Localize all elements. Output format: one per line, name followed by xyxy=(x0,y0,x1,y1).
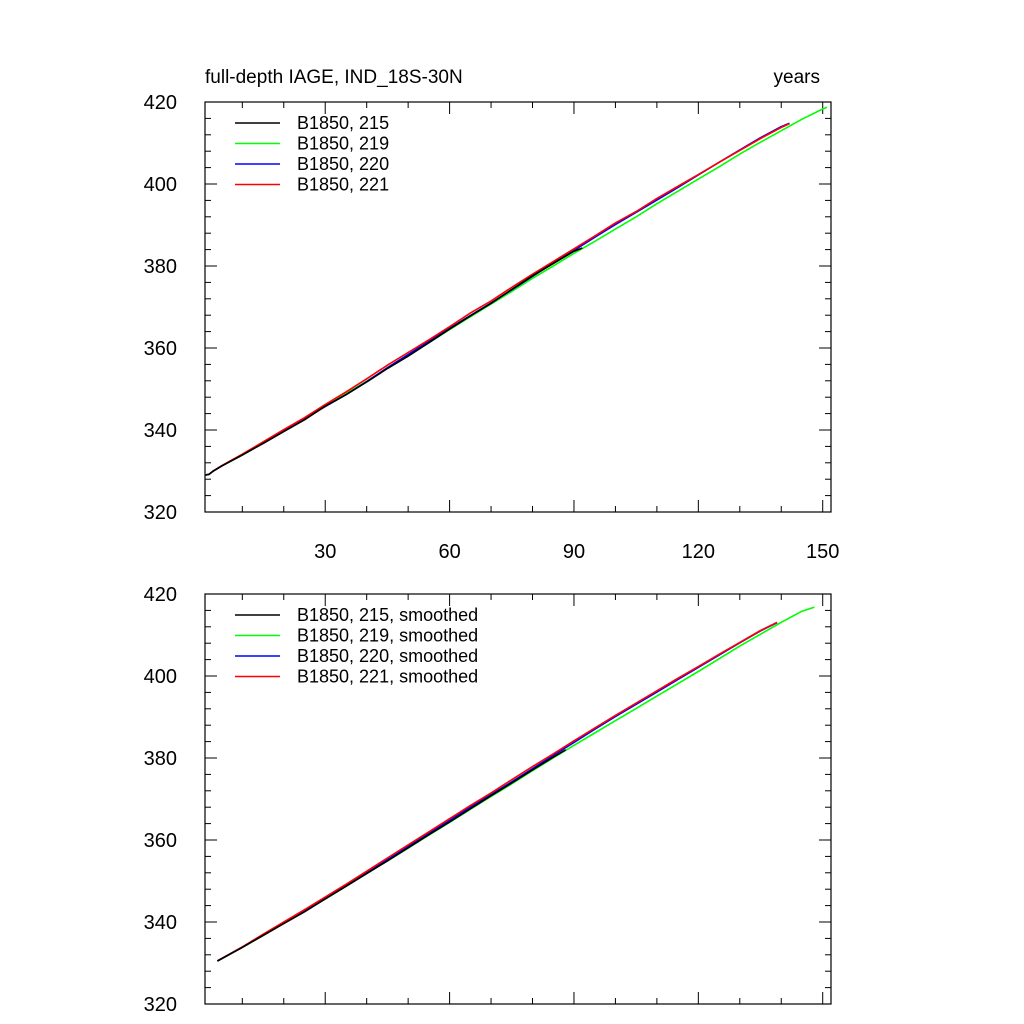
series-line-0 xyxy=(204,247,583,476)
x-tick-label: 120 xyxy=(682,541,715,563)
plot-frame xyxy=(204,101,832,513)
series-line-2 xyxy=(217,621,778,962)
legend-label: B1850, 220, smoothed xyxy=(297,646,478,666)
chart-title-right: years xyxy=(774,67,820,88)
x-tick-label: 30 xyxy=(314,541,336,563)
legend-label: B1850, 221, smoothed xyxy=(297,667,478,687)
y-tick-label: 400 xyxy=(144,174,177,196)
legend-label: B1850, 219 xyxy=(297,134,389,154)
legend-label: B1850, 215, smoothed xyxy=(297,605,478,625)
y-tick-label: 320 xyxy=(144,502,177,524)
legend-label: B1850, 221 xyxy=(297,175,389,195)
y-tick-label: 360 xyxy=(144,830,177,852)
x-tick-label: 60 xyxy=(438,541,460,563)
y-tick-label: 380 xyxy=(144,256,177,278)
panel-top: full-depth IAGE, IND_18S-30N years 320 34… xyxy=(144,67,840,563)
chart-title: full-depth IAGE, IND_18S-30N xyxy=(205,67,463,88)
series-line-3 xyxy=(217,621,778,962)
y-tick-label: 320 xyxy=(144,994,177,1016)
legend-label: B1850, 219, smoothed xyxy=(297,626,478,646)
plot-frame xyxy=(204,593,832,1005)
series-line-3 xyxy=(204,122,790,476)
legend-label: B1850, 215 xyxy=(297,113,389,133)
y-tick-label: 420 xyxy=(144,584,177,606)
x-tick-label: 150 xyxy=(806,541,839,563)
y-tick-label: 360 xyxy=(144,338,177,360)
y-tick-label: 340 xyxy=(144,420,177,442)
y-tick-label: 380 xyxy=(144,748,177,770)
y-tick-label: 340 xyxy=(144,912,177,934)
x-tick-label: 90 xyxy=(563,541,585,563)
y-tick-label: 400 xyxy=(144,666,177,688)
y-tick-label: 420 xyxy=(144,92,177,114)
series-line-0 xyxy=(217,749,567,962)
legend-label: B1850, 220 xyxy=(297,154,389,174)
